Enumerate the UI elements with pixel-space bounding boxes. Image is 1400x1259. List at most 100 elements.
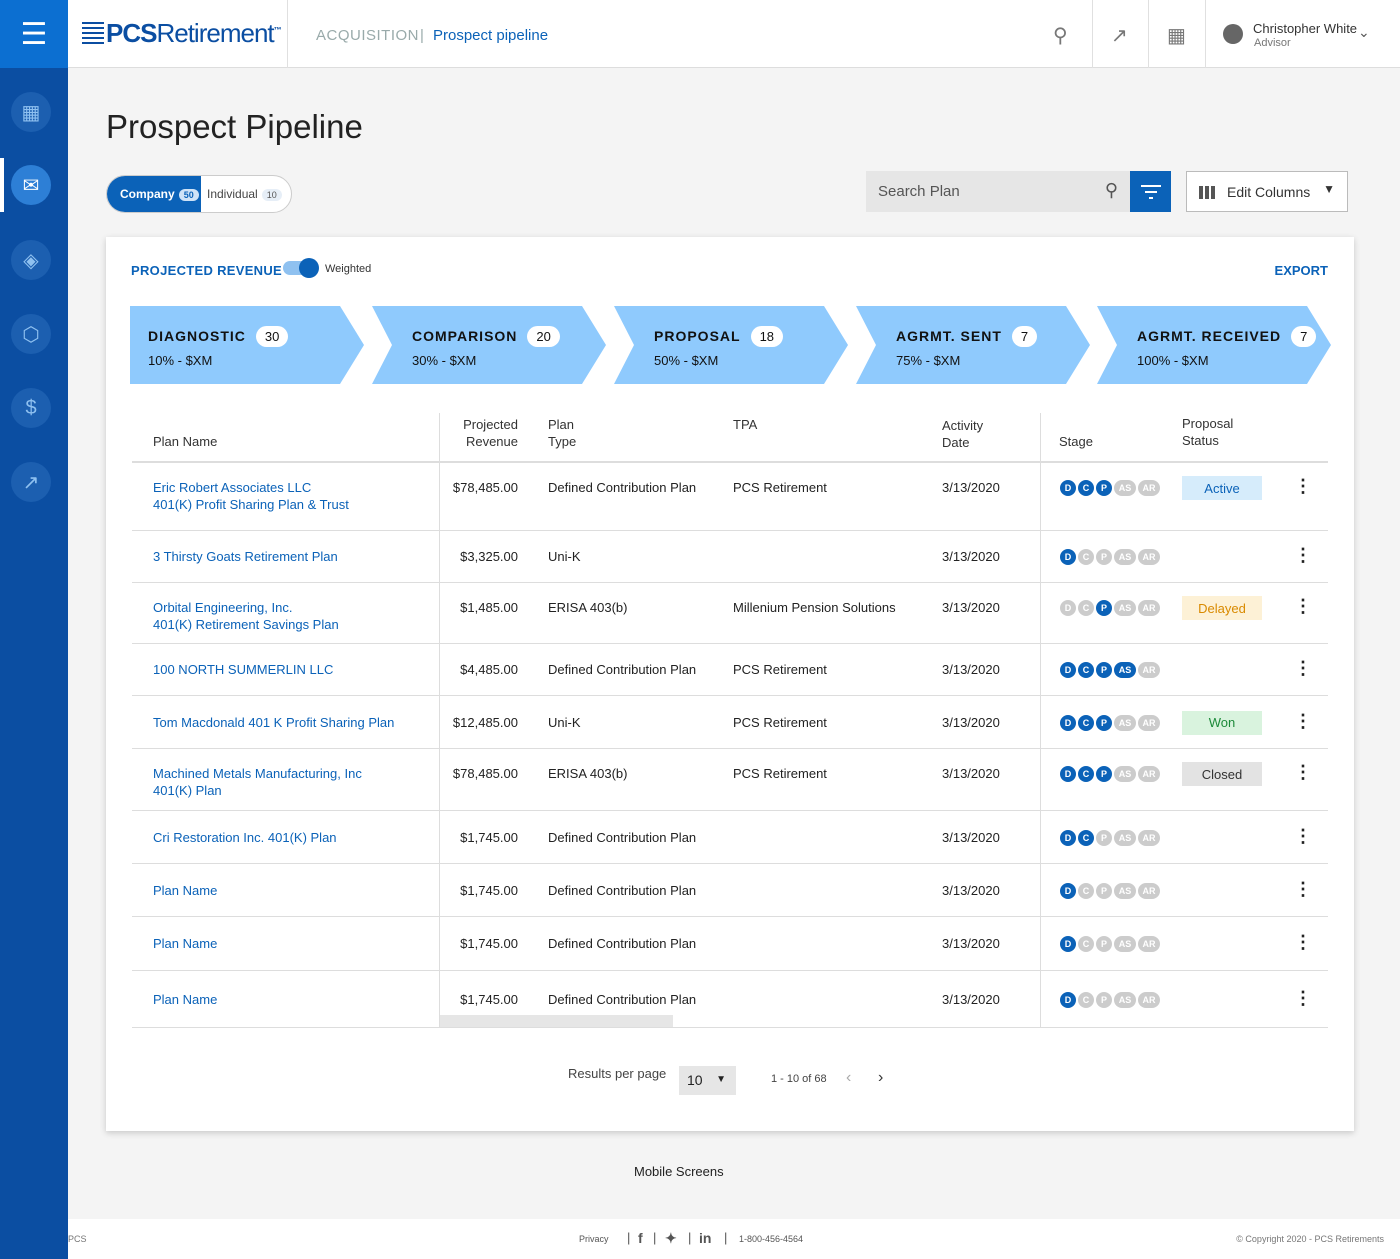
more-options-icon[interactable]: ⋮: [1294, 596, 1312, 616]
stage-dot-as: AS: [1114, 480, 1136, 496]
twitter-icon[interactable]: ✦: [665, 1230, 677, 1246]
segment-company[interactable]: Company 50: [107, 176, 201, 212]
projected-revenue-value: $3,325.00: [460, 549, 518, 564]
more-options-icon[interactable]: ⋮: [1294, 476, 1312, 496]
table-row[interactable]: Eric Robert Associates LLC 401(K) Profit …: [132, 463, 1328, 531]
more-options-icon[interactable]: ⋮: [1294, 658, 1312, 678]
plan-name-line1: Plan Name: [153, 936, 218, 951]
facebook-icon[interactable]: f: [638, 1230, 643, 1246]
col-stage[interactable]: Stage: [1059, 434, 1093, 449]
stage-percentage: 10% - $XM: [148, 353, 213, 368]
col-projected-revenue-line2: Revenue: [465, 434, 518, 449]
stage-proposal[interactable]: PROPOSAL 18 50% - $XM: [614, 306, 848, 384]
dashboard-icon[interactable]: ▦: [11, 92, 51, 132]
stage-diagnostic[interactable]: DIAGNOSTIC 30 10% - $XM: [130, 306, 364, 384]
segment-individual[interactable]: Individual 10: [207, 187, 282, 201]
breadcrumb-section[interactable]: ACQUISITION: [316, 27, 420, 44]
search-input[interactable]: Search Plan ⚲: [866, 171, 1130, 212]
stage-agrmt-received[interactable]: AGRMT. RECEIVED 7 100% - $XM: [1097, 306, 1331, 384]
projected-revenue-value: $1,745.00: [460, 882, 518, 898]
apps-grid-icon[interactable]: ▦: [1167, 25, 1186, 47]
plan-name-line1: 3 Thirsty Goats Retirement Plan: [153, 549, 338, 564]
plan-name-link[interactable]: Machined Metals Manufacturing, Inc 401(K)…: [153, 765, 362, 799]
money-icon[interactable]: $: [11, 388, 51, 428]
stage-dot-c: C: [1078, 991, 1094, 1008]
plan-type-value: Defined Contribution Plan: [548, 936, 697, 951]
plan-name-link[interactable]: Plan Name: [153, 882, 217, 899]
chevron-left-icon[interactable]: ‹: [846, 1069, 852, 1086]
horizontal-scrollbar[interactable]: [440, 1015, 673, 1027]
plan-name-link[interactable]: 100 NORTH SUMMERLIN LLC: [153, 661, 333, 678]
col-projected-revenue[interactable]: Projected Revenue: [458, 416, 518, 450]
linkedin-icon[interactable]: in: [699, 1230, 712, 1246]
search-icon[interactable]: ⚲: [1053, 25, 1068, 47]
diamond-icon[interactable]: ◈: [11, 240, 51, 280]
stage-dot-ar: AR: [1138, 936, 1160, 952]
table-row[interactable]: Tom Macdonald 401 K Profit Sharing Plan $…: [132, 696, 1328, 749]
stage-progress: D C P AS AR: [1060, 829, 1160, 846]
col-tpa[interactable]: TPA: [733, 417, 758, 432]
plan-name-link[interactable]: Cri Restoration Inc. 401(K) Plan: [153, 829, 337, 846]
table-row[interactable]: Plan Name $1,745.00 Defined Contribution P…: [132, 864, 1328, 917]
share-icon[interactable]: ↗: [1111, 25, 1128, 47]
activity-date-value: 3/13/2020: [942, 714, 1000, 730]
col-proposal-status-line2: Status: [1182, 433, 1219, 448]
stage-dot-c: C: [1078, 714, 1094, 731]
privacy-link[interactable]: Privacy: [579, 1234, 609, 1244]
plan-type-value: ERISA 403(b): [548, 600, 628, 615]
logo[interactable]: PCSRetirement™: [82, 18, 282, 49]
table-row[interactable]: Plan Name $1,745.00 Defined Contribution P…: [132, 971, 1328, 1028]
activity-date-value: 3/13/2020: [942, 600, 1000, 615]
weighted-toggle[interactable]: [283, 258, 319, 278]
more-options-icon[interactable]: ⋮: [1294, 878, 1312, 899]
table-row[interactable]: 100 NORTH SUMMERLIN LLC $4,485.00 Defined …: [132, 644, 1328, 696]
plan-name-link[interactable]: Tom Macdonald 401 K Profit Sharing Plan: [153, 714, 394, 731]
col-activity-date[interactable]: Activity Date: [942, 417, 983, 451]
projected-revenue-value: $1,745.00: [460, 991, 518, 1007]
mobile-screens-link[interactable]: Mobile Screens: [634, 1164, 724, 1179]
search-icon[interactable]: ⚲: [1104, 180, 1118, 200]
stage-comparison[interactable]: COMPARISON 20 30% - $XM: [372, 306, 606, 384]
filter-button[interactable]: [1130, 171, 1171, 212]
stage-progress: D C P AS AR: [1060, 766, 1160, 782]
table-row[interactable]: Plan Name $1,745.00 Defined Contribution P…: [132, 917, 1328, 971]
footer-divider: |: [653, 1230, 657, 1245]
cube-icon[interactable]: ⬡: [11, 314, 51, 354]
table-row[interactable]: Machined Metals Manufacturing, Inc 401(K)…: [132, 749, 1328, 811]
external-link-icon[interactable]: ↗: [11, 462, 51, 502]
avatar[interactable]: [1223, 24, 1243, 44]
col-proposal-status[interactable]: Proposal Status: [1182, 415, 1233, 449]
plan-name-link[interactable]: 3 Thirsty Goats Retirement Plan: [153, 548, 338, 565]
plan-name-link[interactable]: Eric Robert Associates LLC 401(K) Profit …: [153, 479, 349, 513]
plan-name-link[interactable]: Plan Name: [153, 935, 217, 952]
stage-name-label: DIAGNOSTIC: [148, 328, 246, 344]
stage-name: AGRMT. SENT 7: [896, 326, 1038, 347]
more-options-icon[interactable]: ⋮: [1294, 710, 1312, 731]
plan-name-link[interactable]: Orbital Engineering, Inc. 401(K) Retireme…: [153, 599, 339, 633]
stage-dot-as: AS: [1114, 882, 1136, 899]
briefcase-icon[interactable]: ✉: [11, 165, 51, 205]
export-link[interactable]: EXPORT: [1274, 263, 1328, 278]
more-options-icon[interactable]: ⋮: [1294, 825, 1312, 846]
user-name[interactable]: Christopher White: [1253, 21, 1358, 36]
hamburger-menu-icon[interactable]: ☰: [0, 0, 68, 68]
edit-columns-dropdown[interactable]: Edit Columns ▼: [1186, 171, 1348, 212]
table-row[interactable]: Orbital Engineering, Inc. 401(K) Retireme…: [132, 583, 1328, 644]
chevron-down-icon[interactable]: ⌄: [1358, 24, 1370, 40]
more-options-icon[interactable]: ⋮: [1294, 932, 1312, 952]
more-options-icon[interactable]: ⋮: [1294, 762, 1312, 782]
plan-name-link[interactable]: Plan Name: [153, 991, 217, 1008]
plan-type-value: ERISA 403(b): [548, 766, 628, 781]
table-row[interactable]: 3 Thirsty Goats Retirement Plan $3,325.00…: [132, 531, 1328, 583]
activity-date-value: 3/13/2020: [942, 936, 1000, 951]
col-plan-name[interactable]: Plan Name: [153, 434, 218, 449]
stage-agrmt-sent[interactable]: AGRMT. SENT 7 75% - $XM: [856, 306, 1090, 384]
chevron-right-icon[interactable]: ›: [878, 1069, 884, 1086]
header-divider: [1092, 0, 1093, 68]
per-page-select[interactable]: 10 ▼: [679, 1066, 736, 1095]
table-row[interactable]: Cri Restoration Inc. 401(K) Plan $1,745.0…: [132, 811, 1328, 864]
stage-dot-c: C: [1078, 662, 1094, 678]
col-plan-type[interactable]: Plan Type: [548, 416, 576, 450]
more-options-icon[interactable]: ⋮: [1294, 987, 1312, 1008]
more-options-icon[interactable]: ⋮: [1294, 545, 1312, 565]
